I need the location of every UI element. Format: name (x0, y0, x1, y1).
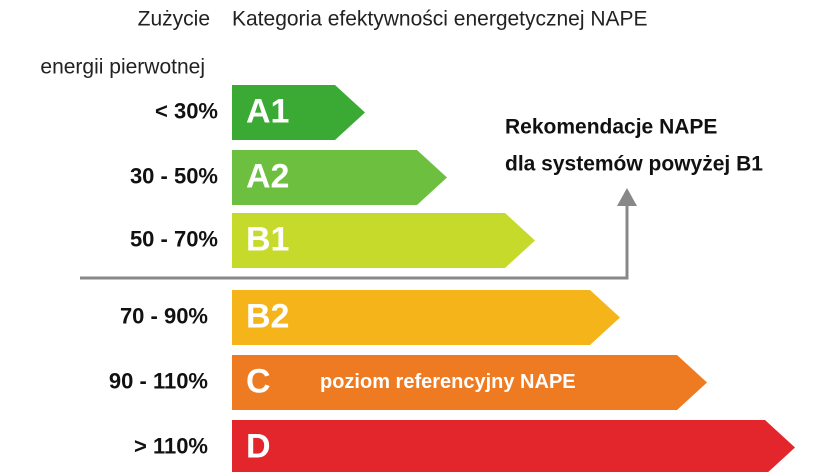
category-bar (232, 150, 447, 205)
range-label: 90 - 110% (109, 368, 208, 393)
reference-note: poziom referencyjny NAPE (320, 371, 576, 393)
category-letter: B1 (246, 220, 289, 258)
range-label: > 110% (134, 433, 208, 458)
category-letter: C (246, 362, 271, 400)
recommendation: dla systemów powyżej B1 (505, 153, 763, 176)
category-bar (232, 85, 365, 140)
header-consumption: energii pierwotnej (40, 56, 205, 79)
category-letter: D (246, 427, 271, 465)
header-category: Kategoria efektywności energetycznej NAP… (232, 8, 648, 31)
divider-line (80, 200, 629, 280)
category-letter: A1 (246, 92, 289, 130)
category-letter: B2 (246, 297, 289, 335)
arrow-head (617, 188, 637, 206)
category-bar (232, 290, 620, 345)
range-label: 70 - 90% (120, 303, 208, 328)
range-label: 50 - 70% (130, 226, 218, 251)
category-bar (232, 213, 535, 268)
category-bar (232, 355, 707, 410)
range-label: 30 - 50% (130, 163, 218, 188)
header-consumption: Zużycie (138, 8, 210, 31)
category-bar (232, 420, 795, 472)
recommendation: Rekomendacje NAPE (505, 116, 717, 139)
range-label: < 30% (155, 98, 218, 123)
category-letter: A2 (246, 157, 289, 195)
